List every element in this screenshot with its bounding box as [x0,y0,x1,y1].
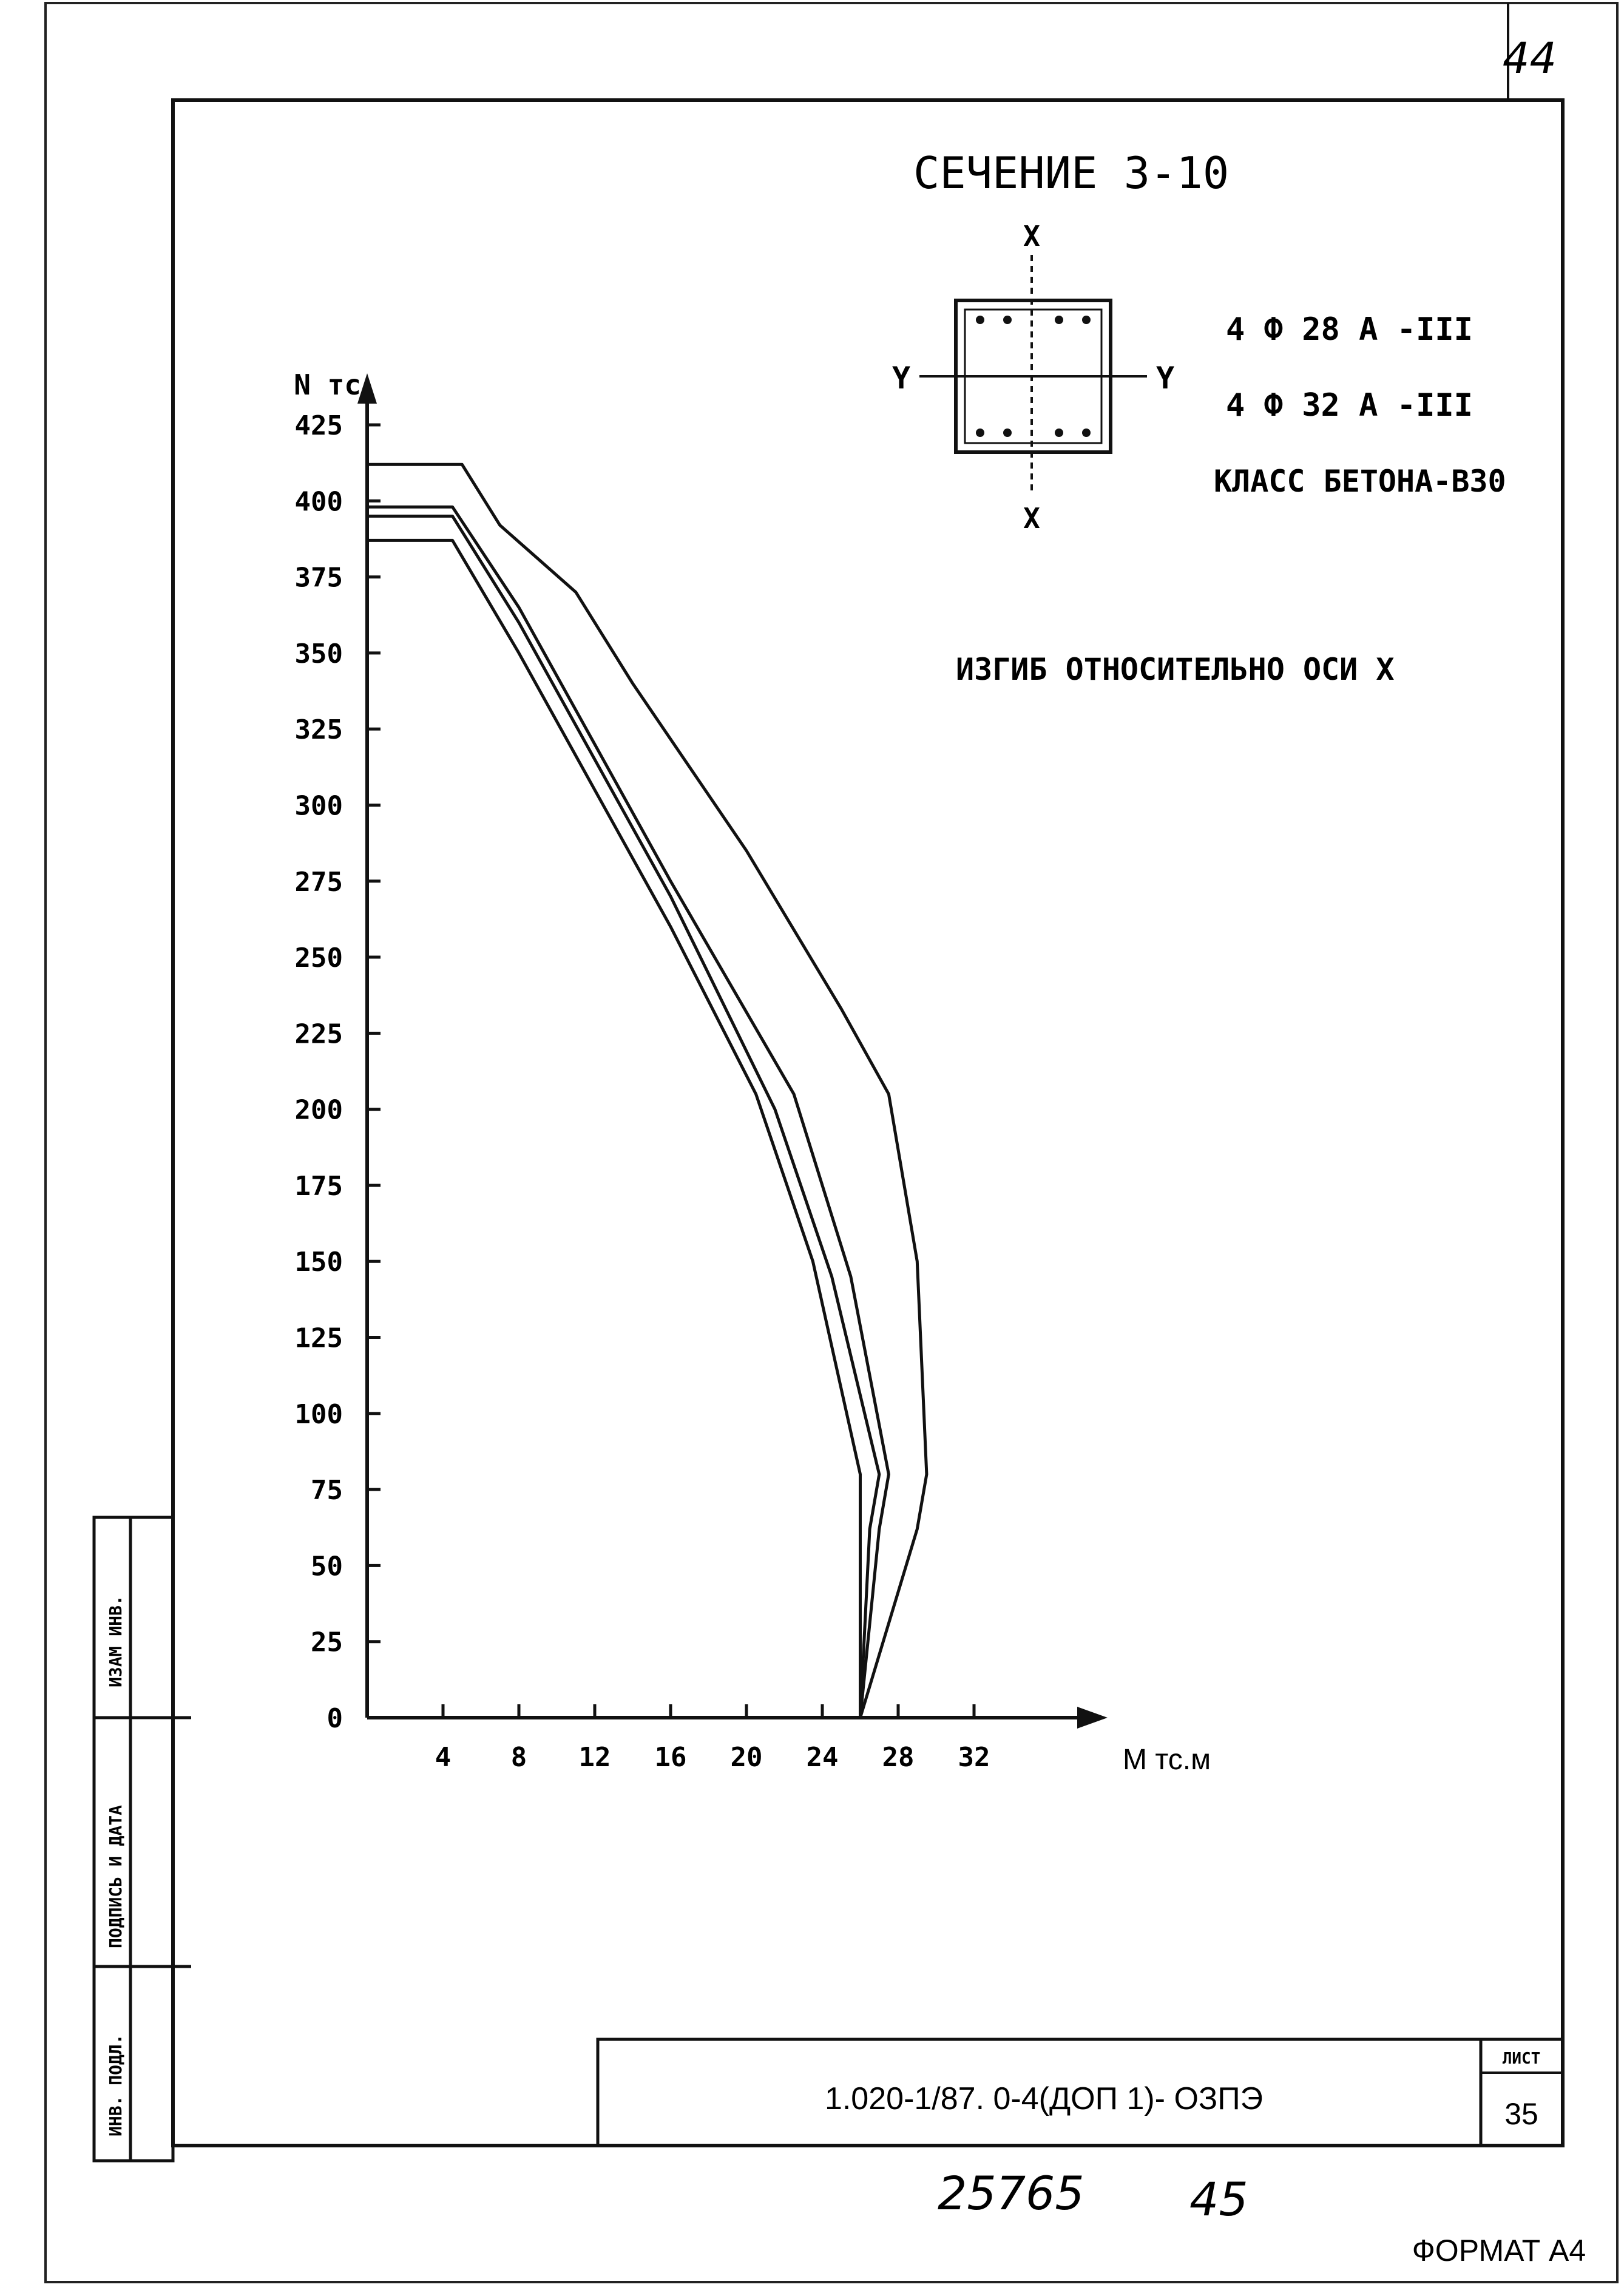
outer-frame [44,2,1619,2283]
axis-letter-top: X [1023,220,1040,252]
y-tick-label: 100 [295,1399,343,1430]
sheet-label: ЛИСТ [1503,2050,1541,2068]
y-tick-label: 275 [295,867,343,898]
x-axis-label: М тс.м [1123,1744,1211,1776]
y-tick-label: 75 [311,1475,343,1506]
y-tick-label: 225 [295,1018,343,1049]
x-tick-label: 32 [958,1742,990,1773]
y-tick-label: 150 [295,1247,343,1278]
y-tick-label: 25 [311,1627,343,1658]
x-tick-label: 8 [511,1742,527,1773]
handwritten-number-right: 45 [1189,2172,1248,2226]
title-block [596,2038,1565,2147]
x-tick-label: 20 [731,1742,763,1773]
x-tick-label: 28 [882,1742,915,1773]
top-right-number: 44 [1503,33,1557,83]
x-axis-arrow [1077,1707,1108,1729]
x-tick-label: 16 [655,1742,687,1773]
y-tick-label: 425 [295,410,343,441]
reinforcement-line-2: 4 Ф 32 А -III [1226,387,1473,424]
bending-note: ИЗГИБ ОТНОСИТЕЛЬНО ОСИ X [956,652,1394,687]
x-tick-label: 24 [807,1742,839,1773]
section-title: СЕЧЕНИЕ 3-10 [913,147,1229,198]
axis-letter-left: Y [892,361,910,396]
y-tick-label: 350 [295,639,343,669]
y-tick-label: 300 [295,790,343,821]
y-tick-label: 200 [295,1095,343,1126]
stamp-col1: ИЗАМ ИНВ. [106,1595,126,1687]
stamp-col3: ИНВ. ПОДЛ. [106,2034,126,2136]
y-tick-label: 175 [295,1171,343,1202]
interaction-curve-4 [367,538,862,1718]
side-stamp [92,1516,191,2163]
sheet-number: 35 [1504,2097,1538,2131]
y-tick-label: 50 [311,1551,343,1582]
title-block-code: 1.020-1/87. 0-4(ДОП 1)- ОЗПЭ [825,2081,1263,2116]
y-axis-label: N тс [294,368,361,401]
y-tick-label: 375 [295,563,343,594]
concrete-class: КЛАСС БЕТОНА-В30 [1214,464,1506,499]
y-tick-label: 325 [295,714,343,745]
x-tick-label: 4 [435,1742,452,1773]
interaction-curve-2 [367,505,890,1718]
rebar-dots [976,316,1091,437]
x-tick-label: 12 [579,1742,611,1773]
y-tick-label: 250 [295,943,343,974]
interaction-chart: 0 25 50 75 100 125 150 175 200 225 250 275 300 325 350… [294,368,1211,1776]
interaction-curve-3 [367,514,881,1718]
format-label: ФОРМАТ А4 [1412,2234,1586,2268]
interaction-curve-1 [367,462,929,1718]
axis-letter-bottom: X [1023,502,1040,535]
y-tick-label: 125 [295,1323,343,1354]
stamp-col2: ПОДПИСЬ И ДАТА [106,1805,126,1948]
handwritten-number-left: 25765 [938,2166,1084,2220]
y-tick-label: 400 [295,486,343,517]
reinforcement-line-1: 4 Ф 28 А -III [1226,311,1473,348]
y-tick-label: 0 [327,1703,343,1734]
axis-letter-right: Y [1156,361,1174,396]
y-axis-arrow [357,373,377,404]
